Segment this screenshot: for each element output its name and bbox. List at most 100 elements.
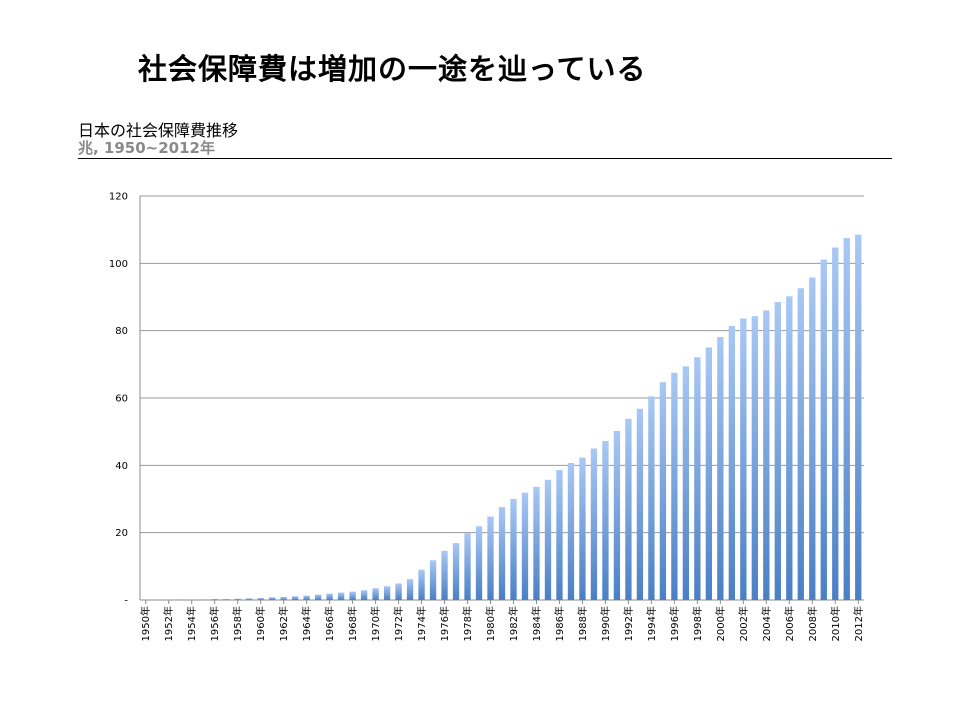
y-axis: - 20 40 60 80 100 120 — [109, 192, 141, 607]
bar-1980年 — [487, 516, 494, 600]
x-tick-label: 1966年 — [323, 606, 336, 641]
chart-title: 日本の社会保障費推移 — [78, 121, 239, 140]
bar-1993年 — [636, 408, 644, 600]
bar-1969年 — [360, 590, 368, 600]
y-tick-label: - — [124, 596, 128, 607]
x-tick-label: 1992年 — [622, 606, 635, 641]
x-tick-label: 1994年 — [645, 606, 658, 641]
y-tick-label: 80 — [115, 326, 128, 337]
x-tick-label: 1964年 — [300, 606, 313, 641]
bar-2001年 — [728, 325, 736, 600]
bar-1965年 — [314, 594, 322, 600]
bar-2008年 — [809, 277, 816, 600]
bar-1967年 — [337, 592, 345, 600]
x-tick-label: 1982年 — [507, 606, 520, 641]
x-tick-label: 1980年 — [484, 606, 497, 641]
bar-1987年 — [567, 462, 575, 600]
x-tick-label: 1988年 — [576, 606, 589, 641]
bar-1958年 — [234, 598, 241, 600]
x-tick-label: 1956年 — [208, 606, 221, 641]
bar-1950年 — [142, 599, 149, 600]
bar-1964年 — [303, 595, 310, 600]
x-tick-label: 1972年 — [392, 606, 405, 641]
bar-1976年 — [441, 550, 448, 600]
bar-1995年 — [659, 382, 667, 600]
bar-1957年 — [223, 598, 230, 600]
x-tick-label: 1954年 — [185, 606, 198, 641]
x-axis: 1950年 1952年 1954年 1956年 1958年 1960年 1962年 1964年… — [139, 600, 865, 641]
bar-1998年 — [694, 357, 701, 600]
y-tick-label: 40 — [115, 461, 128, 472]
y-tick-label: 20 — [115, 528, 128, 539]
chart-bars — [142, 234, 862, 601]
bar-1984年 — [533, 486, 540, 600]
bar-1956年 — [211, 598, 218, 600]
bar-2009年 — [820, 259, 827, 600]
bar-2003年 — [751, 316, 758, 600]
bar-1955年 — [200, 599, 207, 600]
x-tick-label: 2000年 — [714, 606, 727, 641]
bar-1973年 — [406, 579, 414, 600]
x-tick-label: 1950年 — [139, 606, 152, 641]
x-tick-label: 1978年 — [461, 606, 474, 641]
y-tick-label: 100 — [109, 259, 128, 270]
bar-1954年 — [188, 599, 195, 600]
bar-1962年 — [280, 596, 287, 600]
bar-1966年 — [326, 593, 333, 600]
x-tick-label: 2010年 — [829, 606, 842, 641]
x-tick-label: 1976年 — [438, 606, 451, 641]
bar-1978年 — [464, 533, 471, 600]
bar-2007年 — [797, 288, 804, 600]
bar-1953年 — [177, 599, 184, 600]
chart-subtitle: 兆, 1950~2012年 — [78, 139, 215, 157]
bar-1983年 — [521, 492, 529, 600]
x-tick-label: 1996年 — [668, 606, 681, 641]
bar-1961年 — [268, 597, 276, 600]
x-tick-label: 1986年 — [553, 606, 566, 641]
slide-title: 社会保障費は増加の一途を辿っている — [138, 52, 647, 86]
bar-1960年 — [257, 597, 264, 600]
x-tick-label: 2002年 — [737, 606, 750, 641]
x-tick-label: 1960年 — [254, 606, 267, 641]
bar-1975年 — [429, 560, 437, 600]
title-divider — [78, 158, 892, 159]
bar-1988年 — [579, 457, 586, 600]
bar-1996年 — [671, 372, 678, 600]
bar-2006年 — [786, 296, 793, 600]
bar-1951年 — [154, 599, 161, 600]
bar-2000年 — [717, 337, 724, 600]
x-tick-label: 2006年 — [783, 606, 796, 641]
x-tick-label: 1974年 — [415, 606, 428, 641]
x-tick-label: 2004年 — [760, 606, 773, 641]
bar-1997年 — [682, 366, 690, 600]
bar-1971年 — [383, 586, 391, 600]
bar-1999年 — [705, 347, 713, 600]
bar-1986年 — [556, 470, 563, 600]
bar-1992年 — [625, 418, 632, 600]
bar-1979年 — [475, 526, 483, 600]
x-tick-label: 1958年 — [231, 606, 244, 641]
bar-2012年 — [855, 234, 862, 600]
bar-2005年 — [774, 302, 781, 600]
bar-1990年 — [602, 441, 609, 600]
x-tick-label: 1970年 — [369, 606, 382, 641]
bar-2002年 — [740, 318, 747, 600]
bar-1989年 — [590, 448, 598, 600]
x-tick-label: 2012年 — [852, 606, 865, 641]
bar-1959年 — [246, 598, 253, 600]
y-tick-label: 120 — [109, 192, 128, 203]
x-tick-label: 2008年 — [806, 606, 819, 641]
bar-1994年 — [648, 396, 655, 600]
x-tick-label: 1952年 — [162, 606, 175, 641]
bar-1972年 — [395, 583, 402, 600]
bar-1968年 — [349, 591, 356, 600]
x-tick-label: 1984年 — [530, 606, 543, 641]
bar-2011年 — [843, 238, 850, 601]
bar-1974年 — [418, 569, 425, 600]
bar-1970年 — [372, 588, 379, 600]
bar-1963年 — [291, 596, 299, 600]
x-tick-label: 1968年 — [346, 606, 359, 641]
x-tick-label: 1990年 — [599, 606, 612, 641]
bar-2004年 — [763, 310, 770, 600]
